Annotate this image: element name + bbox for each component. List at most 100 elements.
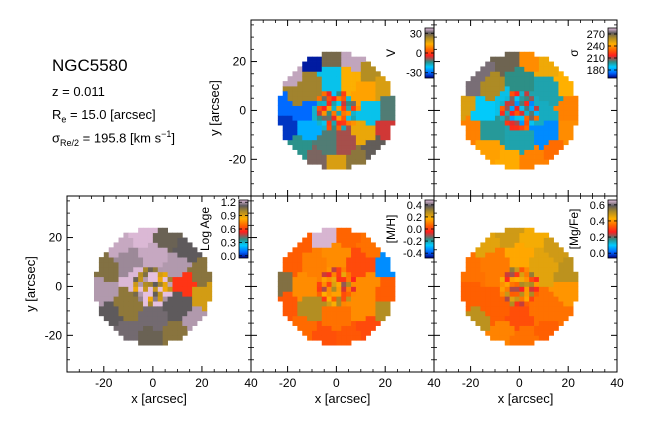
map-pixel xyxy=(554,262,559,267)
map-pixel xyxy=(158,257,163,262)
map-pixel xyxy=(554,140,559,145)
map-pixel xyxy=(322,262,327,267)
map-pixel xyxy=(192,267,197,272)
map-pixel xyxy=(356,130,361,135)
map-pixel xyxy=(153,340,158,345)
map-pixel xyxy=(336,286,341,291)
map-pixel xyxy=(297,130,302,135)
map-pixel xyxy=(563,257,568,262)
map-pixel xyxy=(182,272,187,277)
map-pixel xyxy=(312,91,317,96)
map-pixel xyxy=(336,130,341,135)
map-pixel xyxy=(549,140,554,145)
map-pixel xyxy=(495,257,500,262)
map-pixel xyxy=(283,267,288,272)
map-pixel xyxy=(490,335,495,340)
map-pixel xyxy=(505,335,510,340)
map-pixel xyxy=(341,150,346,155)
colorbar-label: Log Age xyxy=(198,207,212,251)
map-pixel xyxy=(177,242,182,247)
map-pixel xyxy=(534,321,539,326)
map-pixel xyxy=(119,277,124,282)
map-pixel xyxy=(544,57,549,62)
map-pixel xyxy=(297,306,302,311)
map-pixel xyxy=(361,125,366,130)
map-pixel xyxy=(534,120,539,125)
map-pixel xyxy=(534,66,539,71)
map-pixel xyxy=(123,306,128,311)
map-pixel xyxy=(385,81,390,86)
colorbar-tick-label: 0.2 xyxy=(407,212,422,224)
map-pixel xyxy=(332,71,337,76)
map-pixel xyxy=(197,252,202,257)
map-pixel xyxy=(297,66,302,71)
colorbar-label: [Mg/Fe] xyxy=(567,209,581,250)
map-pixel xyxy=(505,330,510,335)
map-pixel xyxy=(500,91,505,96)
map-pixel xyxy=(346,252,351,257)
map-pixel xyxy=(177,233,182,238)
map-pixel xyxy=(558,272,563,277)
map-pixel xyxy=(341,301,346,306)
map-pixel xyxy=(361,238,366,243)
map-pixel xyxy=(544,130,549,135)
map-pixel xyxy=(356,150,361,155)
map-pixel xyxy=(148,267,153,272)
map-pixel xyxy=(573,272,578,277)
map-pixel xyxy=(475,286,480,291)
map-pixel xyxy=(327,76,332,81)
map-pixel xyxy=(519,282,524,287)
map-pixel xyxy=(341,154,346,159)
map-pixel xyxy=(327,291,332,296)
map-pixel xyxy=(202,306,207,311)
map-pixel xyxy=(485,125,490,130)
map-pixel xyxy=(302,154,307,159)
map-pixel xyxy=(475,145,480,150)
map-pixel xyxy=(278,110,283,115)
map-pixel xyxy=(332,150,337,155)
map-pixel xyxy=(182,326,187,331)
map-pixel xyxy=(317,233,322,238)
map-pixel xyxy=(475,267,480,272)
map-pixel xyxy=(475,272,480,277)
map-pixel xyxy=(544,335,549,340)
map-pixel xyxy=(288,86,293,91)
map-pixel xyxy=(475,291,480,296)
map-pixel xyxy=(327,62,332,67)
map-pixel xyxy=(148,282,153,287)
map-pixel xyxy=(322,71,327,76)
map-pixel xyxy=(123,238,128,243)
map-pixel xyxy=(356,252,361,257)
map-pixel xyxy=(104,277,109,282)
map-pixel xyxy=(138,306,143,311)
map-pixel xyxy=(490,296,495,301)
map-pixel xyxy=(351,106,356,111)
map-pixel xyxy=(356,86,361,91)
map-pixel xyxy=(500,233,505,238)
map-pixel xyxy=(371,135,376,140)
map-pixel xyxy=(317,154,322,159)
map-pixel xyxy=(475,91,480,96)
map-pixel xyxy=(148,238,153,243)
map-pixel xyxy=(158,316,163,321)
map-pixel xyxy=(312,145,317,150)
map-pixel xyxy=(207,272,212,277)
map-pixel xyxy=(143,311,148,316)
map-pixel xyxy=(366,154,371,159)
map-pixel xyxy=(568,135,573,140)
map-pixel xyxy=(563,115,568,120)
map-pixel xyxy=(336,154,341,159)
map-pixel xyxy=(307,110,312,115)
map-pixel xyxy=(114,301,119,306)
map-pixel xyxy=(480,296,485,301)
map-pixel xyxy=(380,257,385,262)
map-pixel xyxy=(123,282,128,287)
map-pixel xyxy=(375,277,380,282)
map-pixel xyxy=(490,91,495,96)
map-pixel xyxy=(297,71,302,76)
map-pixel xyxy=(177,306,182,311)
map-pixel xyxy=(341,286,346,291)
map-pixel xyxy=(519,135,524,140)
map-pixel xyxy=(534,135,539,140)
map-pixel xyxy=(475,321,480,326)
